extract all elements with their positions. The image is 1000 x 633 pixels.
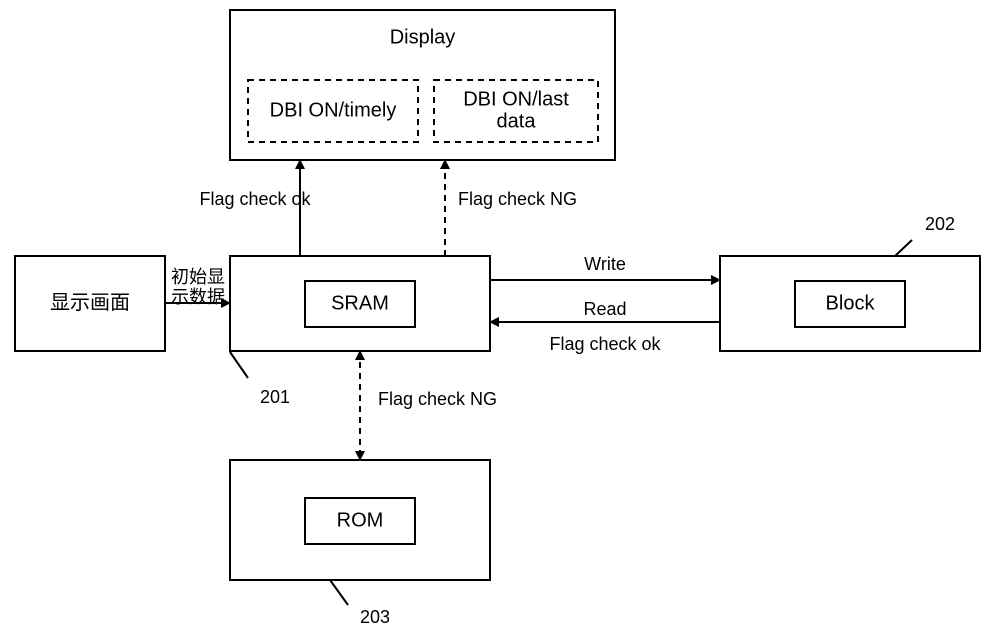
node-dbi_last-label-0: DBI ON/last [463, 88, 569, 110]
edge-init_data-label-1: 示数据 [171, 287, 225, 307]
edge-init_data-label-0: 初始显 [171, 267, 225, 287]
edge-flag_ok_up-label: Flag check ok [199, 189, 311, 209]
node-screen-label: 显示画面 [50, 292, 130, 314]
node-sram_inner-label: SRAM [331, 292, 389, 314]
edge-write-label: Write [584, 254, 626, 274]
edge-read-label: Read [583, 299, 626, 319]
node-block_inner-label: Block [826, 292, 876, 314]
ref-r202-label: 202 [925, 214, 955, 234]
node-rom_inner-label: ROM [337, 509, 384, 531]
edge-flag_ok_read-label: Flag check ok [549, 334, 661, 354]
ref-r201-leader [230, 352, 248, 378]
ref-r202-leader [895, 240, 912, 256]
edge-flag_ng_down-label: Flag check NG [378, 389, 497, 409]
node-dbi_timely-label: DBI ON/timely [270, 99, 397, 121]
ref-r201-label: 201 [260, 387, 290, 407]
edge-flag_ng_up-label: Flag check NG [458, 189, 577, 209]
node-display_outer-label: Display [390, 26, 456, 48]
ref-r203-leader [330, 580, 348, 605]
ref-r203-label: 203 [360, 607, 390, 627]
node-dbi_last-label-1: data [497, 110, 537, 132]
